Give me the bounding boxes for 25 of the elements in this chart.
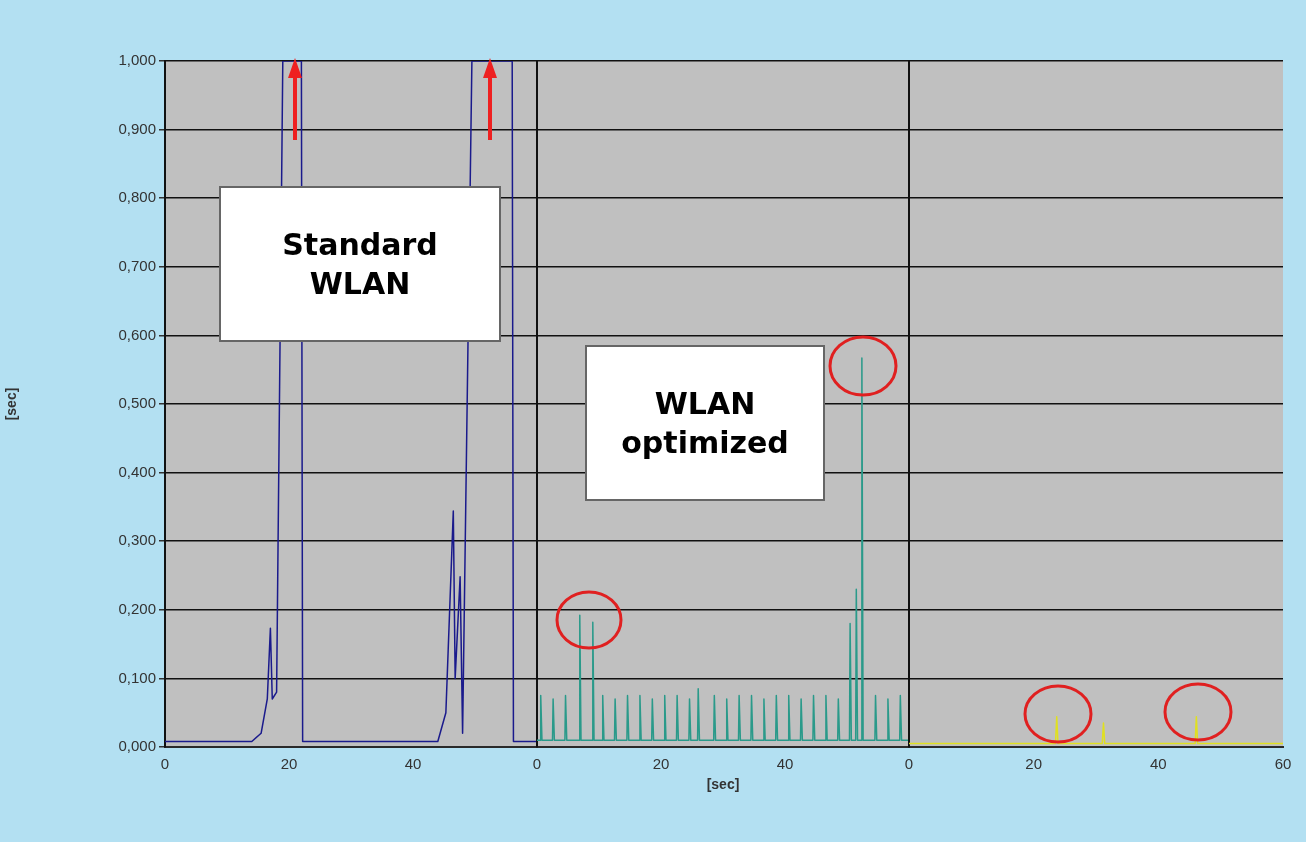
- y-tick-label: 0,100: [118, 668, 156, 686]
- y-tick-label: 0,300: [118, 531, 156, 549]
- y-tick-label: 0,600: [118, 325, 156, 343]
- y-tick-label: 0,500: [118, 394, 156, 412]
- x-tick-label: 0: [904, 755, 914, 773]
- y-axis-title: [sec]: [3, 387, 20, 421]
- x-axis-title: [sec]: [706, 776, 740, 793]
- y-tick-label: 0,700: [118, 256, 156, 274]
- y-tick-label: 0,000: [118, 737, 156, 755]
- x-tick-label: 60: [1274, 755, 1292, 773]
- text-box: WLAN optimized: [585, 345, 825, 501]
- x-tick-label: 40: [404, 755, 422, 773]
- y-tick-label: 0,800: [118, 188, 156, 206]
- y-tick-label: 0,400: [118, 462, 156, 480]
- y-tick-label: 1,000: [118, 51, 156, 69]
- x-tick-label: 0: [532, 755, 542, 773]
- x-tick-label: 20: [652, 755, 670, 773]
- text-box: Standard WLAN: [219, 186, 501, 342]
- y-tick-label: 0,200: [118, 599, 156, 617]
- x-tick-label: 20: [280, 755, 298, 773]
- x-tick-label: 40: [1149, 755, 1167, 773]
- x-tick-label: 20: [1025, 755, 1043, 773]
- x-tick-label: 0: [160, 755, 170, 773]
- x-tick-label: 40: [776, 755, 794, 773]
- y-tick-label: 0,900: [118, 119, 156, 137]
